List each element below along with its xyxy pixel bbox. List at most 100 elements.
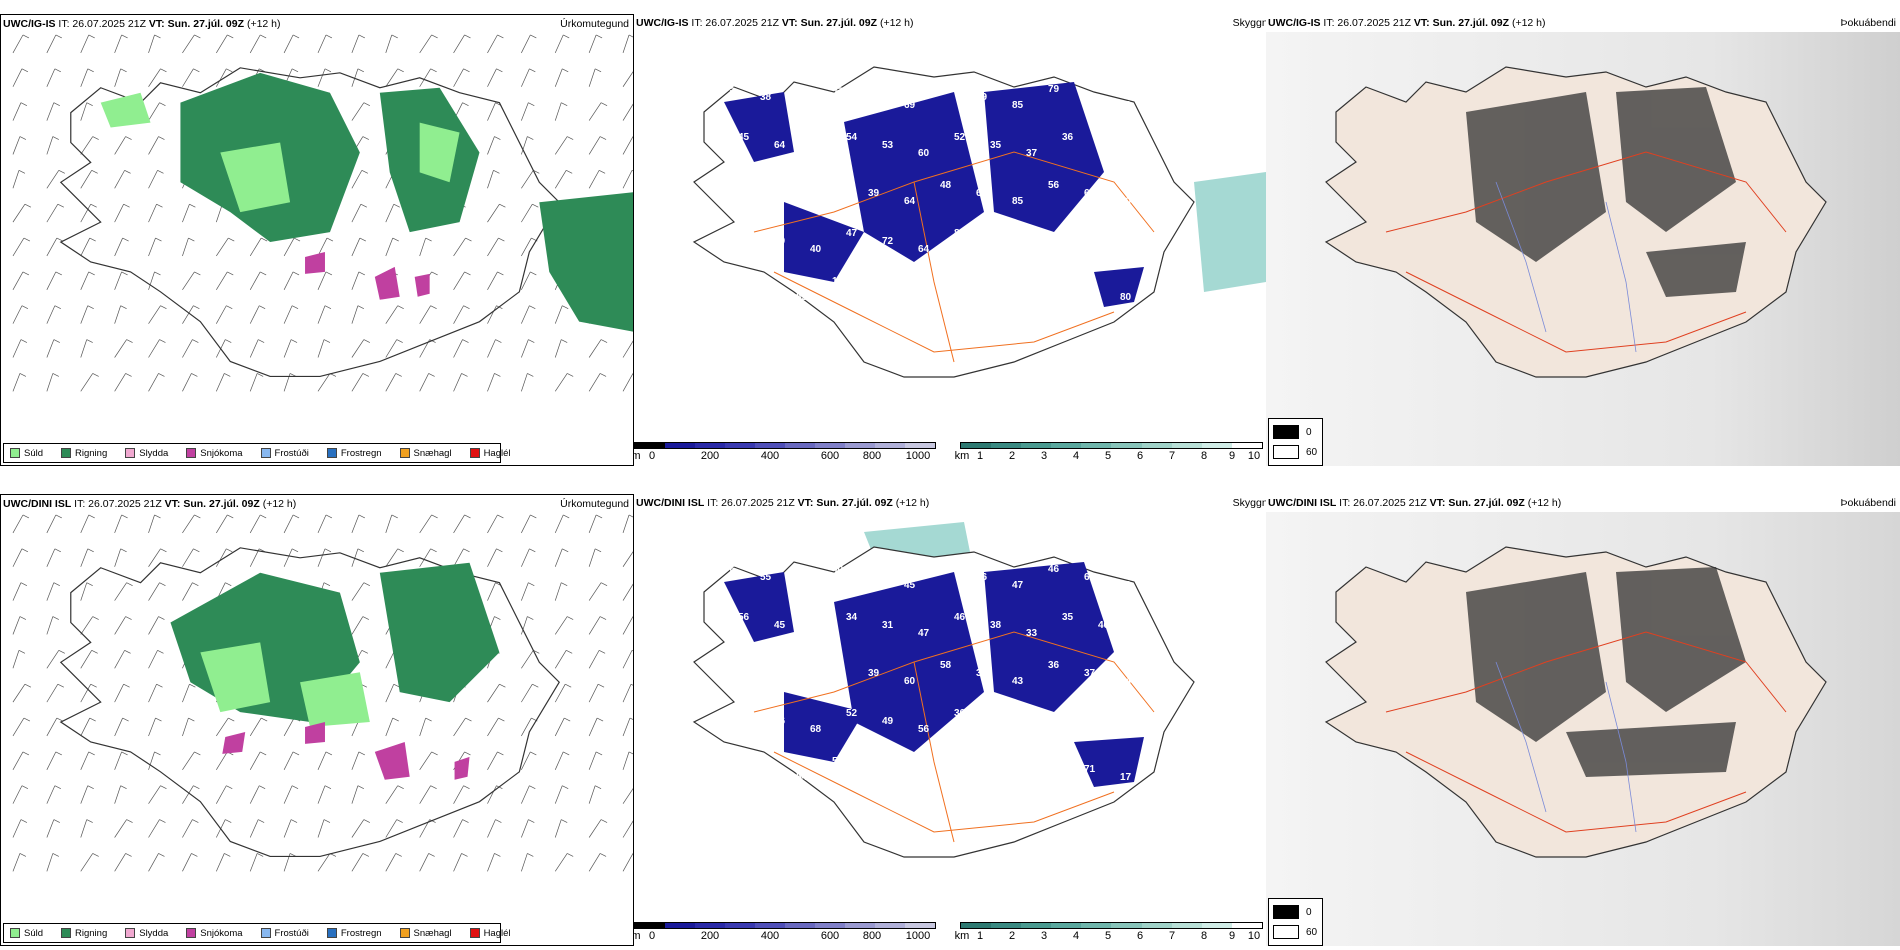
wind-barb-flag [533,650,540,654]
wind-barb [80,548,89,567]
valid-time: VT: Sun. 27.júl. 09Z [164,498,260,510]
cloud-base-label: 48 [940,180,952,191]
wind-barb-flag [54,68,61,73]
wind-barb [12,853,21,872]
wind-barb [588,68,596,87]
wind-barb-flag [358,34,366,39]
wind-barb-flag [155,237,162,242]
visibility-field [1194,172,1266,292]
wind-barb-flag [19,853,27,857]
wind-barb-flag [397,785,404,790]
wind-barb [521,271,531,290]
legend-label: Snæhagl [413,927,452,939]
wind-barb [588,514,597,534]
wind-barb-flag [193,548,200,553]
wind-barb [554,751,564,770]
panel-header: UWC/IG-IS IT: 26.07.2025 21Z VT: Sun. 27… [1268,16,1898,30]
rivers [1495,181,1637,353]
cloud-base-label: 60 [904,676,916,687]
wind-barb [46,373,54,392]
wind-barb-flag [563,34,570,39]
cloud-base-label: 36 [954,708,966,719]
wind-barb-flag [325,271,333,276]
wind-barb-flag [628,514,633,518]
wind-barb [521,305,530,324]
wind-barb [487,684,500,703]
wind-barb [148,68,161,87]
tick: 3 [1040,450,1048,462]
wind-barb-flag [357,68,365,73]
legend-label: Rigning [75,447,108,459]
wind-barb [521,853,528,872]
wind-barb [453,373,462,392]
wind-barb-flag [599,373,607,377]
wind-barb [182,204,190,223]
cloud-base-label: 45 [868,764,880,775]
wind-barb-flag [55,514,62,519]
panel-title: Úrkomutegund [560,498,629,510]
model-name: UWC/IG-IS [636,17,689,29]
wind-barb-flag [562,305,569,310]
precip-map [1,513,633,945]
wind-barb [148,373,159,392]
wind-barb [80,650,93,669]
wind-barb [554,102,562,121]
wind-barb [351,271,360,290]
wind-barb [216,271,228,290]
wind-barb-flag [19,373,27,377]
cloud-map-svg: 76 55 56 40 74 45 50 36 47 46 62 59 56 45 37 34 31 47 46 38… [692,522,1195,858]
wind-barb-flag [160,548,167,553]
wind-barb-flag [57,203,64,208]
wind-barb [114,717,123,737]
cloud-base-label: 47 [1048,276,1060,287]
wind-barb-flag [561,582,568,586]
legend-label: Haglél [483,447,511,459]
wind-barb [249,785,260,804]
wind-barb-flag [125,373,132,377]
wind-barb [12,514,24,534]
wind-barb-flag [88,751,95,756]
cloud-map: 76 55 56 40 74 45 50 36 47 46 62 59 56 45 37 34 31 47 46 38… [634,512,1266,918]
wind-barb [453,339,463,358]
wind-barb [80,684,92,703]
wind-barb [554,136,568,155]
wind-barb-flag [494,373,501,377]
wind-barb [385,373,397,392]
wind-barb [46,751,57,770]
visibility-ticks: km 1 2 3 4 5 6 7 8 9 10 [955,450,1263,464]
wind-barb [351,616,364,635]
tick: 10 [1247,930,1261,942]
wind-barb-flag [189,203,196,208]
wind-barb [588,785,596,804]
cloud-base-label: 51 [724,276,736,287]
fog-panel-dini: UWC/DINI ISL IT: 26.07.2025 21Z VT: Sun.… [1266,494,1900,946]
cloud-base-label: 36 [774,716,786,727]
cloud-base-scale: m 0 200 400 600 800 1000 [634,442,936,466]
legend-swatch [260,448,271,458]
wind-barb [317,751,327,770]
legend-item-drizzle: Súld [10,448,43,459]
cloud-base-label: 56 [738,612,750,623]
wind-barb [453,271,465,290]
cloud-base-label: 38 [760,92,772,103]
wind-barb [521,548,530,567]
wind-barb [148,785,161,804]
wind-barb-flag [562,548,569,553]
wind-barb [80,68,89,87]
wind-barb [385,305,399,324]
init-time: IT: 26.07.2025 21Z [707,497,795,509]
fog-legend-item: 60 [1273,445,1317,459]
cloud-base-label: 46 [1098,620,1110,631]
cloud-base-label: 38 [832,180,844,191]
wind-barb [588,548,596,567]
wind-barb [622,717,631,737]
wind-barb [80,373,94,392]
wind-barb [521,650,534,669]
wind-barb [622,616,633,635]
legend-label: Frostúði [274,447,309,459]
fog-swatch-dark [1273,425,1299,439]
fog-dark-areas [1466,87,1746,297]
wind-barb [46,271,57,290]
wind-barb-flag [462,819,469,823]
wind-barb-flag [463,548,470,553]
